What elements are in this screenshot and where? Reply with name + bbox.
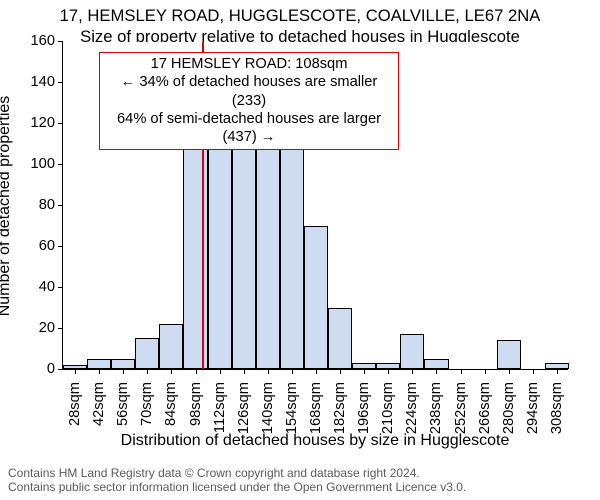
x-tick-mark — [292, 369, 293, 374]
x-tick-label: 168sqm — [308, 376, 324, 434]
annotation-line-3: 64% of semi-detached houses are larger (… — [106, 110, 392, 147]
x-tick-mark — [244, 369, 245, 374]
x-tick-mark — [461, 369, 462, 374]
histogram-bar — [232, 133, 256, 369]
histogram-bar — [304, 226, 328, 370]
x-tick-label: 28sqm — [67, 376, 83, 426]
histogram-bar — [87, 359, 111, 369]
y-tick: 20 — [39, 320, 63, 336]
x-tick-label: 42sqm — [91, 376, 107, 426]
histogram-bar — [183, 148, 207, 369]
x-tick-mark — [557, 369, 558, 374]
x-axis-label: Distribution of detached houses by size … — [121, 432, 510, 450]
x-tick-label: 154sqm — [284, 376, 300, 434]
x-tick-mark — [99, 369, 100, 374]
x-tick-label: 56sqm — [115, 376, 131, 426]
x-tick-label: 308sqm — [549, 376, 565, 434]
x-tick-label: 294sqm — [525, 376, 541, 434]
histogram-bar — [159, 324, 183, 369]
x-tick-mark — [533, 369, 534, 374]
annotation-line-2: ← 34% of detached houses are smaller (23… — [106, 73, 392, 110]
x-tick-mark — [364, 369, 365, 374]
histogram-bar — [135, 338, 159, 369]
address-title: 17, HEMSLEY ROAD, HUGGLESCOTE, COALVILLE… — [0, 0, 600, 27]
x-tick-label: 140sqm — [260, 376, 276, 434]
x-tick-label: 98sqm — [188, 376, 204, 426]
histogram-bar — [497, 340, 521, 369]
x-tick-label: 70sqm — [139, 376, 155, 426]
x-tick-mark — [123, 369, 124, 374]
x-tick-label: 196sqm — [356, 376, 372, 434]
y-tick: 120 — [31, 115, 63, 131]
x-tick-label: 238sqm — [428, 376, 444, 434]
y-tick: 60 — [39, 238, 63, 254]
histogram-plot: 02040608010012014016028sqm42sqm56sqm70sq… — [62, 42, 568, 370]
annotation-box: 17 HEMSLEY ROAD: 108sqm ← 34% of detache… — [99, 52, 399, 150]
x-tick-label: 84sqm — [163, 376, 179, 426]
x-tick-label: 252sqm — [453, 376, 469, 434]
x-tick-mark — [220, 369, 221, 374]
x-tick-mark — [436, 369, 437, 374]
x-tick-label: 182sqm — [332, 376, 348, 434]
histogram-bar — [328, 308, 352, 370]
x-tick-label: 266sqm — [477, 376, 493, 434]
x-tick-mark — [485, 369, 486, 374]
footer-line-2: Contains public sector information licen… — [8, 480, 598, 494]
x-tick-mark — [316, 369, 317, 374]
histogram-bar — [256, 148, 280, 369]
histogram-bar — [400, 334, 424, 369]
x-tick-mark — [75, 369, 76, 374]
x-tick-label: 224sqm — [404, 376, 420, 434]
x-tick-label: 210sqm — [380, 376, 396, 434]
x-tick-label: 112sqm — [212, 376, 228, 433]
attribution-footer: Contains HM Land Registry data © Crown c… — [0, 466, 598, 495]
x-tick-label: 280sqm — [501, 376, 517, 434]
y-axis-label: Number of detached properties — [0, 96, 14, 317]
y-tick: 0 — [47, 361, 63, 377]
histogram-bar — [208, 119, 232, 369]
histogram-bar — [424, 359, 448, 369]
x-tick-mark — [412, 369, 413, 374]
x-tick-mark — [388, 369, 389, 374]
footer-line-1: Contains HM Land Registry data © Crown c… — [8, 466, 598, 480]
y-tick: 160 — [31, 33, 63, 49]
x-tick-mark — [340, 369, 341, 374]
y-tick: 100 — [31, 156, 63, 172]
annotation-line-1: 17 HEMSLEY ROAD: 108sqm — [106, 55, 392, 73]
x-tick-mark — [268, 369, 269, 374]
y-tick: 40 — [39, 279, 63, 295]
histogram-bar — [111, 359, 135, 369]
x-tick-mark — [509, 369, 510, 374]
x-tick-mark — [171, 369, 172, 374]
x-tick-label: 126sqm — [236, 376, 252, 434]
x-tick-mark — [147, 369, 148, 374]
y-tick: 140 — [31, 74, 63, 90]
y-tick: 80 — [39, 197, 63, 213]
histogram-bar — [280, 148, 304, 369]
x-tick-mark — [196, 369, 197, 374]
